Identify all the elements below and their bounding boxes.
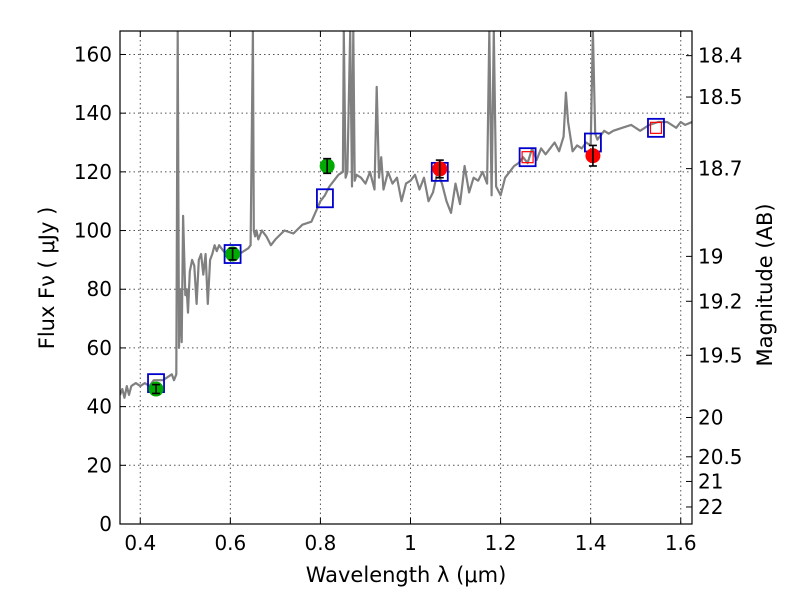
mag-tick-label: 18.4 (698, 44, 743, 68)
model-spectrum-line (120, 31, 692, 399)
grid (120, 31, 692, 525)
y-axis-label: Flux Fν ( μJy ) (35, 207, 59, 350)
model-photometry-square (223, 244, 242, 264)
mag-tick-label: 19.2 (698, 289, 743, 313)
x-tick-label: 1.2 (485, 531, 517, 555)
plot-frame (119, 30, 693, 525)
x-tick-label: 0.6 (214, 531, 246, 555)
x-axis-label: Wavelength λ (μm) (306, 563, 507, 587)
mag-tick-label: 20 (698, 405, 723, 429)
mag-tick-label: 19.5 (698, 343, 743, 367)
y-tick-label: 160 (74, 42, 112, 66)
x-tick-label: 0.8 (305, 531, 337, 555)
x-tick-label: 1.4 (575, 531, 607, 555)
y-tick-label: 100 (74, 219, 112, 243)
mag-tick-label: 22 (698, 495, 723, 519)
x-tick-label: 1.6 (665, 531, 697, 555)
y-tick-label: 120 (74, 160, 112, 184)
y-tick-label: 40 (87, 395, 112, 419)
model-photometry-square (316, 188, 334, 209)
x-tick-label: 0.4 (124, 531, 156, 555)
mag-tick-label: 18.5 (698, 85, 743, 109)
y2-axis-label: Magnitude (AB) (753, 203, 777, 366)
y-tick-label: 140 (74, 101, 112, 125)
y-tick-label: 80 (87, 277, 112, 301)
model-photometry-square (518, 147, 537, 168)
x-tick-label: 1 (404, 531, 417, 555)
nir-photometry-open-square (521, 151, 534, 164)
y-tick-label: 0 (99, 512, 112, 536)
nir-photometry-open-square (649, 121, 663, 134)
model-photometry-square (647, 117, 665, 138)
axes: 0.4 0.6 0.8 1 1.2 1.4 1.6 0 20 40 60 80 100 120 140 160… (74, 31, 743, 555)
mag-tick-label: 21 (698, 469, 723, 493)
mag-tick-label: 20.5 (698, 445, 743, 469)
mag-tick-label: 19 (698, 244, 723, 268)
mag-tick-label: 18.7 (698, 157, 743, 181)
y-tick-label: 20 (87, 453, 112, 477)
data-layer (120, 31, 692, 399)
y-tick-label: 60 (87, 336, 112, 360)
